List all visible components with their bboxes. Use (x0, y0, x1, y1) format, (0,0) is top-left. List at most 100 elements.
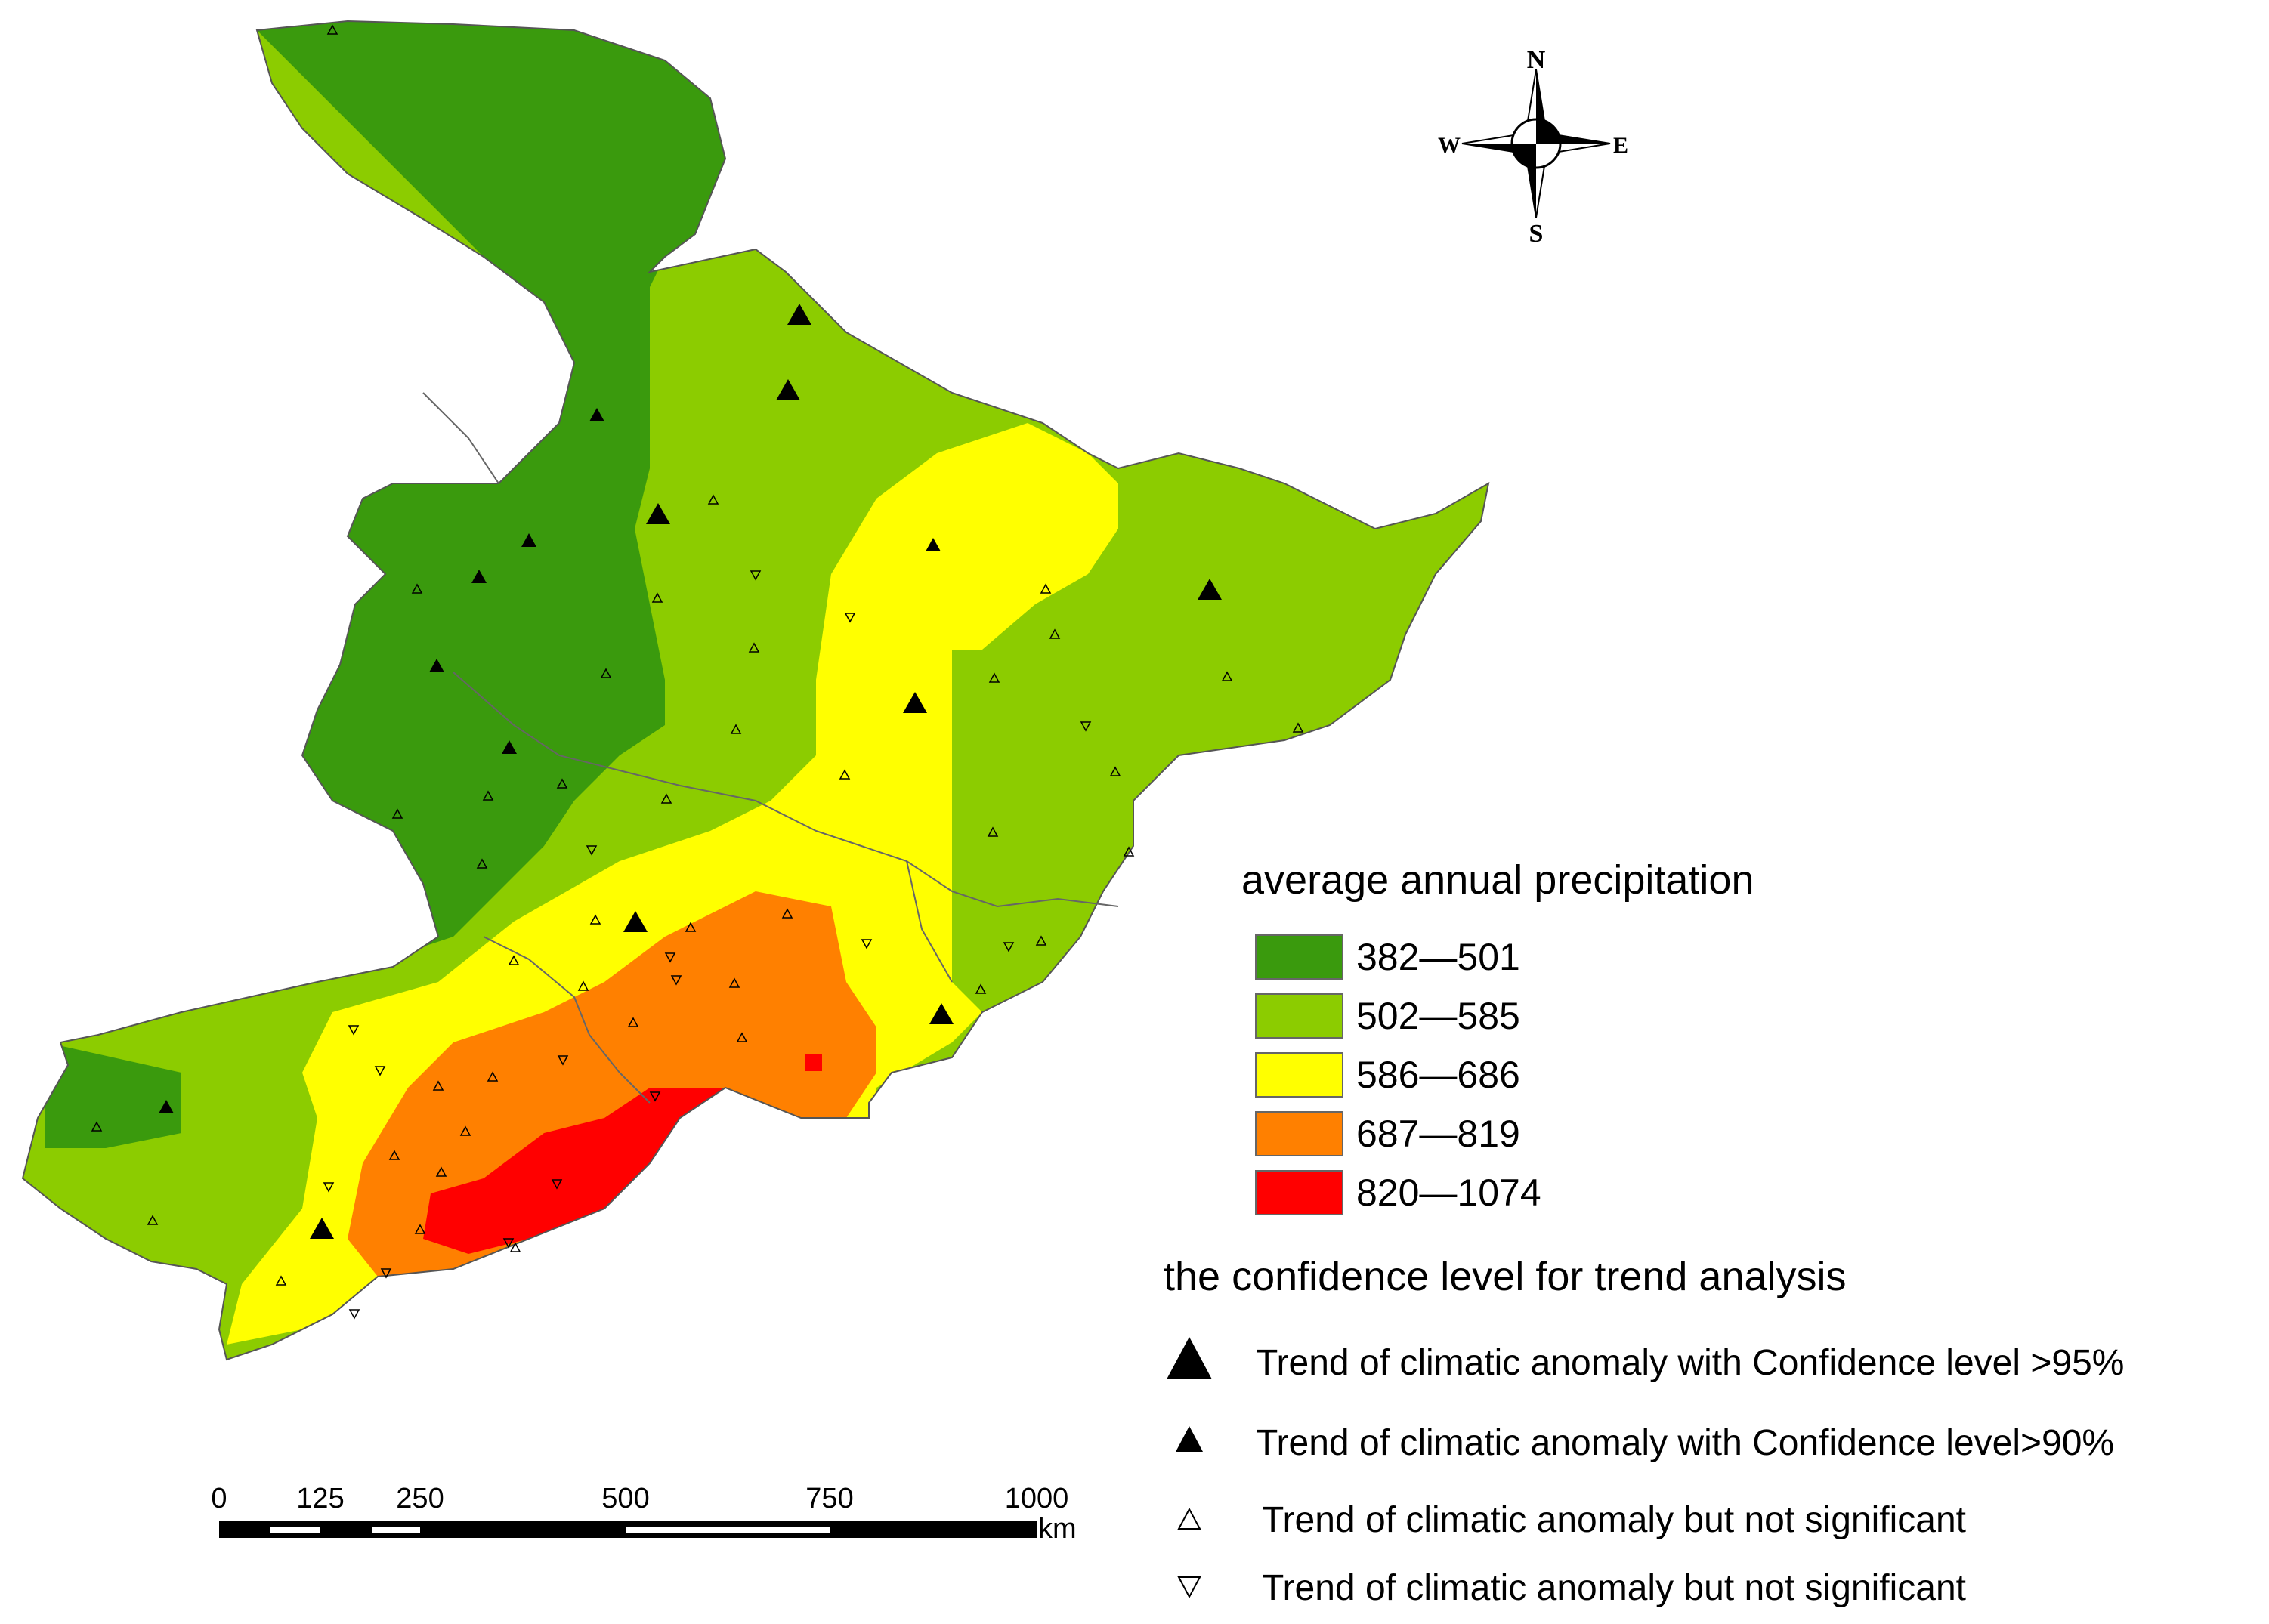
legend-swatch-820-1074 (1255, 1170, 1343, 1215)
large-filled-triangle-icon (776, 379, 800, 400)
open-down-triangle-icon (750, 570, 762, 581)
precip-legend-title: average annual precipitation (1241, 857, 1754, 903)
compass-s-label: S (1529, 220, 1544, 248)
compass-west-arrow-fill-icon (1462, 144, 1513, 152)
compass-south-arrow-fill-icon (1528, 166, 1536, 218)
stations-down (323, 570, 1092, 1320)
scale-tick-250: 250 (396, 1483, 444, 1514)
open-up-triangle-icon (987, 826, 999, 837)
open-down-triangle-icon (557, 1055, 569, 1066)
small-filled-triangle-icon (471, 570, 487, 583)
scale-unit: km (1038, 1513, 1077, 1545)
legend-swatch-687-819 (1255, 1111, 1343, 1156)
large-filled-triangle-icon (1198, 579, 1222, 600)
scale-tick-0: 0 (211, 1483, 227, 1514)
open-up-triangle-icon (685, 922, 697, 932)
open-up-triangle-icon (556, 778, 568, 789)
legend-symbol-label-up: Trend of climatic anomaly but not signif… (1262, 1500, 1966, 1540)
small-filled-triangle-icon (521, 533, 536, 547)
open-down-triangle-icon (551, 1179, 563, 1190)
open-up-triangle-icon (988, 672, 1000, 683)
legend-label-586-686: 586—686 (1356, 1054, 1520, 1096)
open-up-triangle-icon (459, 1125, 471, 1136)
open-down-triangle-icon (1177, 1576, 1201, 1599)
open-up-triangle-icon (487, 1071, 499, 1082)
scale-tick-500: 500 (601, 1483, 649, 1514)
zone-820-1074-spot (805, 1054, 822, 1071)
precip-legend: average annual precipitation 382—501 502… (1241, 857, 1754, 1215)
large-filled-triangle-icon (903, 692, 927, 713)
large-filled-triangle-icon (646, 503, 670, 524)
open-up-triangle-icon (589, 914, 601, 925)
open-up-triangle-icon (1221, 671, 1233, 681)
legend-symbol-label-90: Trend of climatic anomaly with Confidenc… (1256, 1423, 2114, 1463)
small-filled-triangle-icon (589, 408, 604, 421)
open-up-triangle-icon (728, 977, 740, 988)
scale-bar: 0 125 250 500 750 1000 km (211, 1483, 1076, 1545)
open-down-triangle-icon (586, 845, 598, 856)
stations-90 (159, 408, 941, 1113)
open-up-triangle-icon (975, 983, 987, 994)
open-down-triangle-icon (380, 1268, 392, 1279)
open-up-triangle-icon (577, 980, 589, 991)
open-up-triangle-icon (839, 769, 851, 780)
small-filled-triangle-icon (429, 659, 444, 672)
open-up-triangle-icon (432, 1080, 444, 1091)
open-up-triangle-icon (391, 808, 403, 819)
open-up-triangle-icon (600, 668, 612, 678)
small-filled-triangle-icon (159, 1100, 174, 1113)
large-filled-triangle-icon (310, 1218, 334, 1239)
legend-symbol-label-95: Trend of climatic anomaly with Confidenc… (1256, 1343, 2124, 1383)
legend-swatch-502-585 (1255, 993, 1343, 1039)
open-up-triangle-icon (1035, 935, 1047, 946)
open-up-triangle-icon (730, 724, 742, 734)
province-borders (422, 392, 1119, 1104)
open-up-triangle-icon (414, 1224, 426, 1234)
trend-legend-title: the confidence level for trend analysis (1164, 1254, 1847, 1299)
legend-label-687-819: 687—819 (1356, 1113, 1520, 1155)
compass-w-label: W (1438, 133, 1461, 158)
open-up-triangle-icon (508, 955, 520, 965)
open-up-triangle-icon (1123, 846, 1135, 857)
scale-tick-1000: 1000 (1005, 1483, 1069, 1514)
open-up-triangle-icon (748, 642, 760, 653)
open-down-triangle-icon (348, 1309, 360, 1320)
open-up-triangle-icon (627, 1017, 639, 1027)
scale-tick-125: 125 (296, 1483, 344, 1514)
precip-zones (23, 21, 1488, 1360)
open-up-triangle-icon (275, 1275, 287, 1286)
open-down-triangle-icon (844, 613, 856, 623)
open-up-triangle-icon (91, 1121, 103, 1132)
open-up-triangle-icon (411, 583, 423, 594)
legend-label-820-1074: 820—1074 (1356, 1172, 1541, 1214)
open-up-triangle-icon (509, 1242, 521, 1252)
zone-382-501-west (45, 1042, 181, 1148)
small-filled-triangle-icon (926, 538, 941, 551)
legend-symbol-label-down: Trend of climatic anomaly but not signif… (1262, 1568, 1966, 1608)
open-down-triangle-icon (348, 1025, 360, 1036)
compass-north-arrow-fill-icon (1536, 69, 1544, 121)
large-filled-triangle-icon (623, 911, 648, 932)
open-up-triangle-icon (388, 1150, 400, 1160)
open-down-triangle-icon (1080, 721, 1092, 732)
open-up-triangle-icon (1292, 722, 1304, 733)
open-up-triangle-icon (482, 790, 494, 801)
small-filled-triangle-icon (502, 740, 517, 754)
open-up-triangle-icon (736, 1032, 748, 1042)
open-up-triangle-icon (326, 24, 338, 35)
compass-e-label: E (1613, 133, 1628, 158)
region-outline (21, 20, 1490, 1361)
stations-95 (310, 304, 1222, 1239)
legend-label-502-585: 502—585 (1356, 995, 1520, 1037)
trend-legend: the confidence level for trend analysis … (1164, 1254, 2124, 1608)
open-down-triangle-icon (649, 1091, 661, 1102)
open-up-triangle-icon (707, 494, 719, 505)
open-down-triangle-icon (670, 975, 682, 986)
legend-swatch-586-686 (1255, 1052, 1343, 1098)
compass-rose: N S W E (1438, 46, 1628, 248)
stations-up (91, 24, 1304, 1286)
open-down-triangle-icon (374, 1066, 386, 1076)
compass-n-label: N (1527, 46, 1546, 74)
open-down-triangle-icon (502, 1238, 515, 1249)
open-down-triangle-icon (861, 939, 873, 949)
